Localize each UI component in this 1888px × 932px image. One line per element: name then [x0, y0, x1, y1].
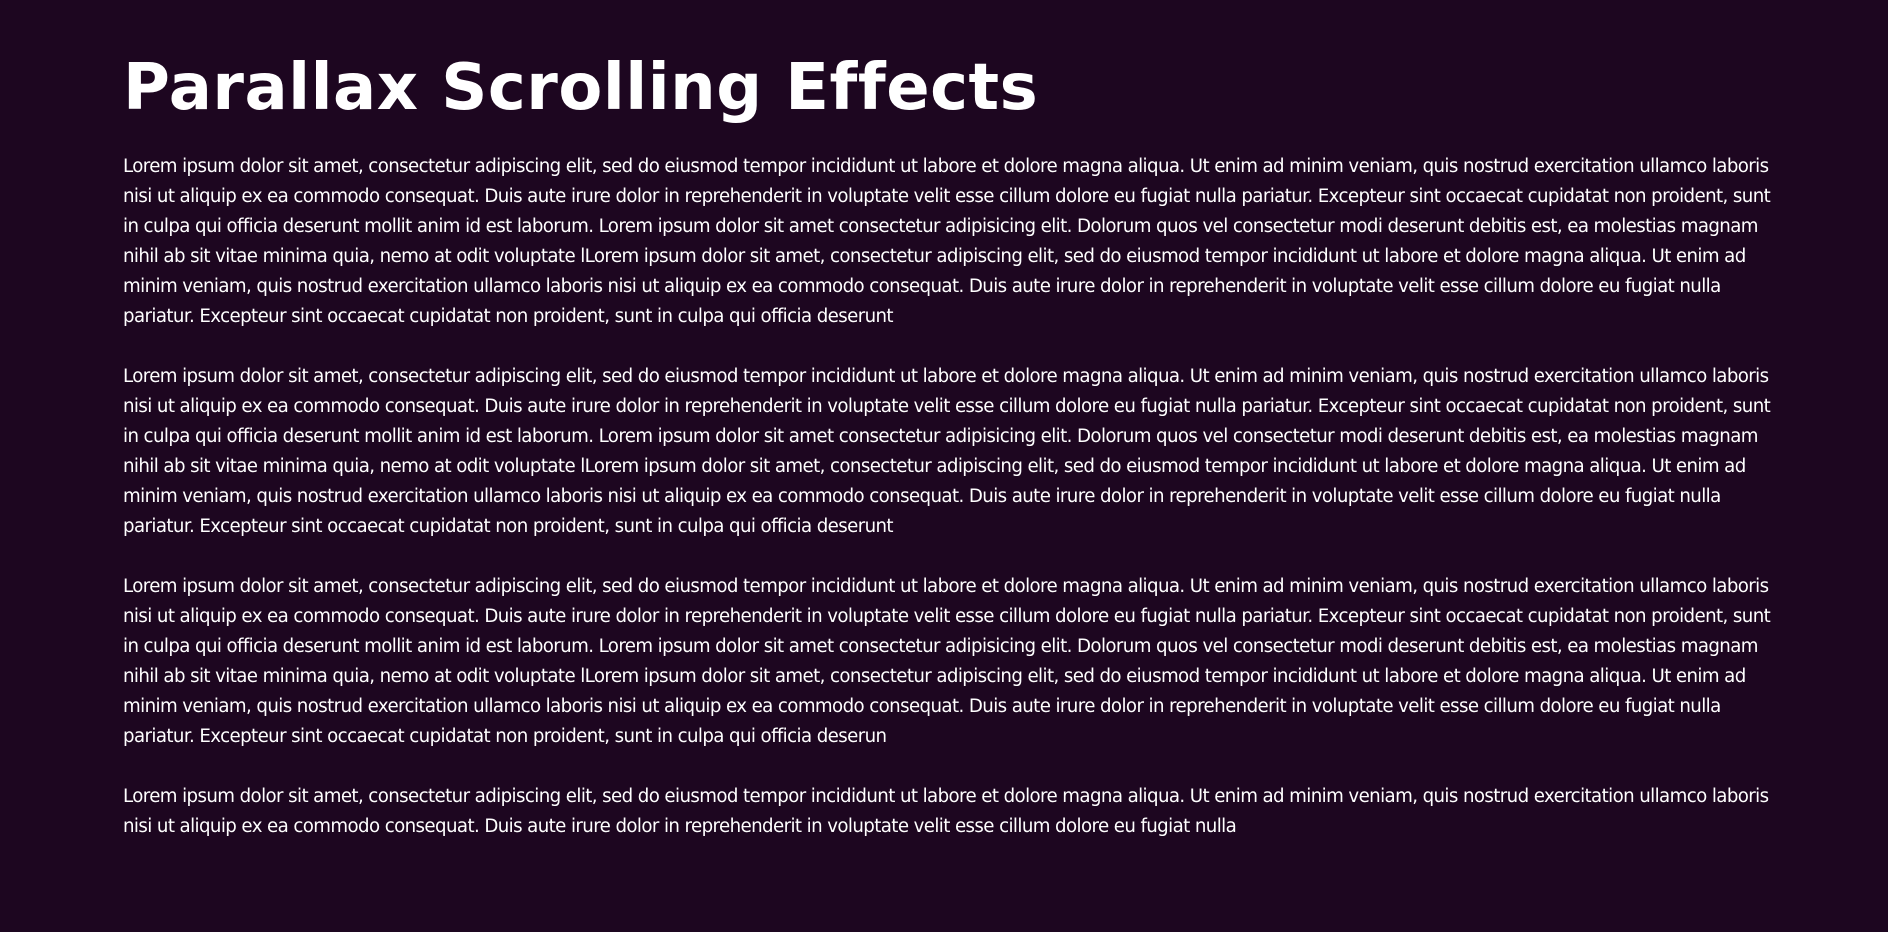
body-paragraph-3: Lorem ipsum dolor sit amet, consectetur … — [123, 576, 1771, 747]
paragraph-list: Lorem ipsum dolor sit amet, consectetur … — [123, 152, 1788, 842]
body-paragraph-2: Lorem ipsum dolor sit amet, consectetur … — [123, 366, 1771, 537]
page-title: Parallax Scrolling Effects — [123, 51, 1039, 125]
main-content: Parallax Scrolling Effects Lorem ipsum d… — [123, 46, 1788, 872]
body-paragraph-1: Lorem ipsum dolor sit amet, consectetur … — [123, 156, 1771, 327]
body-paragraph-4: Lorem ipsum dolor sit amet, consectetur … — [123, 786, 1769, 837]
